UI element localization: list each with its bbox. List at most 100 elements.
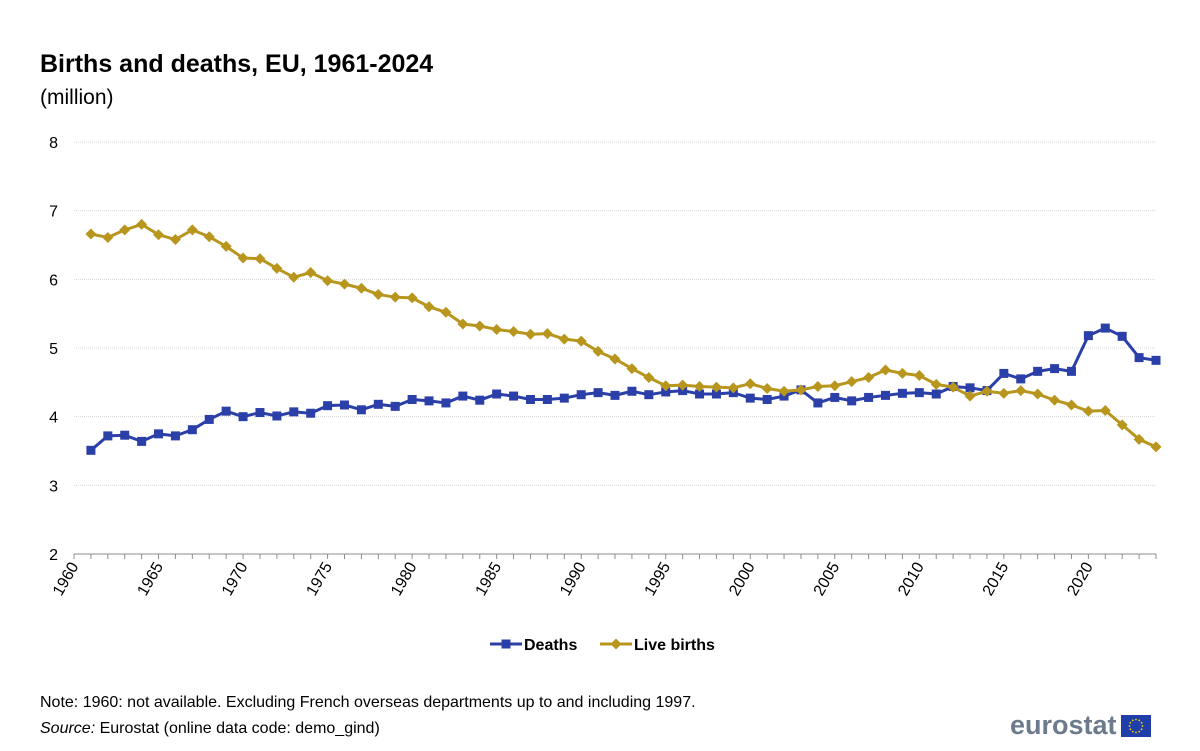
data-point-live-births [406, 292, 418, 304]
y-tick-label: 2 [49, 547, 58, 564]
flag-star [1140, 727, 1143, 730]
data-point-deaths [813, 398, 823, 408]
axes: 2 3 4 5 6 7 8 1960 1965 1970 1975 1980 1985 1990 1995 2… [49, 135, 1157, 599]
flag-field [1120, 714, 1151, 737]
data-point-deaths [137, 436, 147, 446]
data-point-live-births [102, 231, 114, 243]
data-point-deaths [593, 388, 603, 398]
data-point-live-births [744, 378, 756, 390]
flag-star [1134, 731, 1137, 733]
data-point-live-births [524, 328, 536, 340]
data-point-live-births [220, 240, 232, 252]
y-tick-label: 6 [49, 272, 58, 289]
data-point-deaths [897, 388, 907, 398]
data-point-live-births [1116, 419, 1128, 431]
y-tick-label: 5 [49, 341, 58, 358]
data-point-deaths [864, 392, 874, 402]
data-point-live-births [609, 353, 621, 365]
x-tick-label: 1975 [304, 559, 337, 598]
data-point-live-births [677, 379, 689, 391]
data-point-live-births [575, 335, 587, 347]
data-point-deaths [695, 389, 705, 399]
data-point-live-births [423, 301, 435, 313]
data-point-deaths [914, 388, 924, 398]
data-point-deaths [559, 393, 569, 403]
data-point-deaths [340, 400, 349, 410]
data-point-live-births [710, 381, 722, 393]
data-point-deaths [289, 407, 299, 417]
data-point-live-births [1082, 405, 1094, 417]
data-point-live-births [1133, 433, 1145, 445]
data-point-deaths [154, 429, 164, 439]
data-point-deaths [1050, 364, 1060, 374]
data-point-live-births [981, 385, 993, 397]
series-line-deaths [89, 326, 1157, 452]
data-point-deaths [1100, 323, 1110, 333]
x-tick-label: 2015 [980, 559, 1013, 598]
data-point-deaths [103, 431, 113, 441]
flag-star [1129, 721, 1131, 724]
data-point-deaths [86, 445, 96, 455]
data-point-deaths [1117, 331, 1127, 341]
data-point-live-births [203, 231, 215, 243]
x-tick-label: 1965 [134, 559, 167, 598]
data-point-live-births [305, 266, 317, 278]
flag-star [1140, 721, 1143, 724]
data-point-live-births [119, 224, 131, 236]
data-point-deaths [407, 395, 417, 404]
data-point-live-births [136, 218, 148, 230]
data-point-live-births [1015, 385, 1027, 397]
data-point-deaths [931, 389, 941, 399]
data-point-live-births [440, 306, 452, 318]
data-point-deaths [847, 396, 857, 406]
data-point-deaths [610, 390, 620, 400]
legend-item-deaths: Deaths [490, 637, 577, 654]
data-point-deaths [272, 411, 282, 421]
flag-star [1131, 730, 1134, 733]
flag-star [1141, 724, 1143, 727]
x-tick-label: 2010 [895, 559, 928, 598]
data-point-live-births [169, 234, 181, 246]
data-point-deaths [306, 408, 316, 418]
data-point-deaths [542, 395, 552, 404]
data-point-live-births [322, 275, 334, 287]
data-point-live-births [1049, 394, 1061, 406]
data-point-live-births [355, 282, 367, 294]
data-point-live-births [474, 320, 486, 332]
data-point-deaths [762, 395, 772, 404]
data-point-deaths [170, 431, 180, 441]
data-point-live-births [271, 262, 283, 274]
data-point-deaths [881, 390, 890, 400]
x-tick-label: 2020 [1064, 559, 1097, 598]
y-tick-label: 3 [49, 478, 58, 495]
legend-label-deaths: Deaths [524, 637, 577, 654]
data-point-deaths [1083, 331, 1093, 341]
data-point-live-births [947, 381, 959, 393]
data-point-deaths [492, 389, 502, 399]
data-point-deaths [204, 414, 214, 424]
data-point-live-births [558, 333, 570, 345]
data-point-live-births [288, 271, 300, 283]
data-point-deaths [1151, 355, 1161, 365]
data-point-live-births [85, 228, 97, 240]
series-lines [85, 218, 1162, 455]
data-point-live-births [998, 387, 1010, 399]
data-point-deaths [965, 383, 975, 393]
data-point-deaths [187, 425, 197, 435]
data-point-live-births [795, 384, 807, 396]
data-point-live-births [491, 323, 503, 335]
data-point-deaths [576, 390, 586, 400]
legend: Deaths Live births [490, 637, 715, 654]
data-point-deaths [711, 389, 721, 399]
data-point-live-births [372, 288, 384, 300]
source-text: Eurostat (online data code: demo_gind) [95, 720, 380, 737]
data-point-deaths [999, 368, 1009, 378]
gridlines [74, 141, 1156, 486]
data-point-deaths [441, 398, 451, 408]
data-point-deaths [323, 401, 333, 411]
data-point-live-births [153, 229, 165, 241]
data-point-live-births [896, 367, 908, 379]
data-point-live-births [930, 378, 942, 390]
data-point-deaths [424, 396, 434, 406]
